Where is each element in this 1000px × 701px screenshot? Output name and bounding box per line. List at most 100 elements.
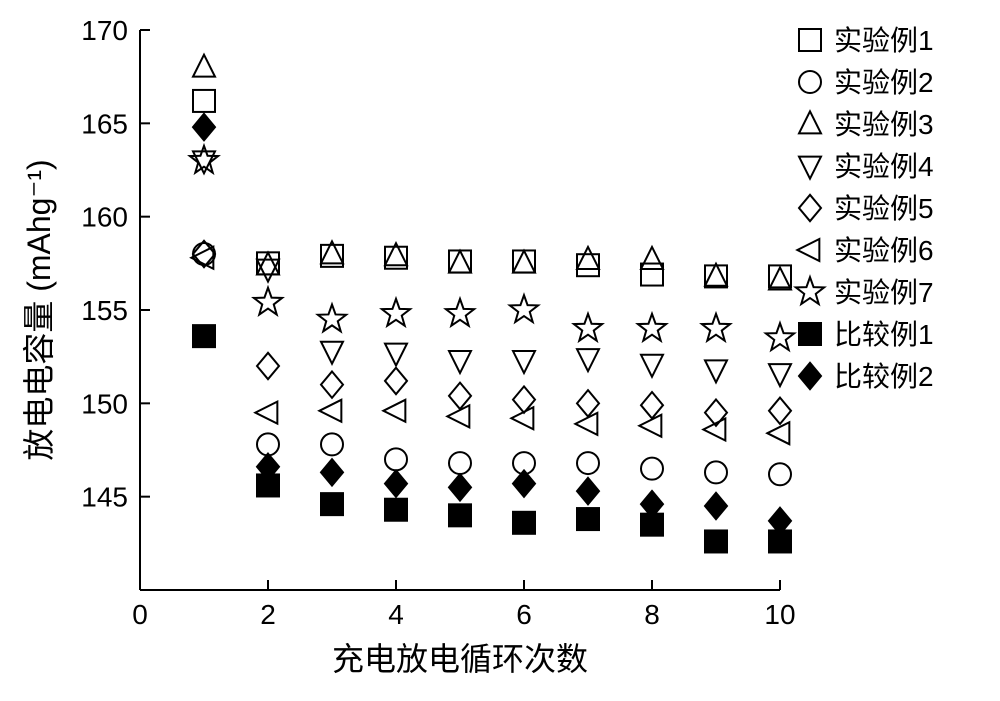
data-point	[449, 474, 471, 500]
data-point	[577, 478, 599, 504]
y-tick-label: 165	[81, 108, 128, 139]
data-point	[577, 452, 599, 474]
x-tick-label: 6	[516, 599, 532, 630]
legend-label: 实验例3	[834, 109, 934, 140]
data-point	[447, 405, 469, 427]
data-point	[577, 349, 599, 371]
data-point	[193, 325, 215, 347]
data-point	[577, 254, 599, 276]
y-tick-label: 145	[81, 482, 128, 513]
data-point	[705, 493, 727, 519]
data-point	[382, 299, 410, 326]
data-point	[575, 413, 597, 435]
data-point	[254, 288, 282, 315]
data-point	[321, 493, 343, 515]
data-point	[702, 314, 730, 341]
data-point	[193, 243, 215, 265]
data-point	[257, 353, 279, 379]
data-point	[641, 355, 663, 377]
y-tick-label: 160	[81, 202, 128, 233]
x-tick-label: 10	[764, 599, 795, 630]
data-point	[449, 383, 471, 409]
data-point	[193, 90, 215, 112]
data-point	[577, 247, 599, 269]
data-point	[318, 304, 346, 331]
legend-marker	[799, 323, 821, 345]
chart-container: { "chart": { "type": "scatter", "width_p…	[0, 0, 1000, 701]
data-point	[385, 344, 407, 366]
data-point	[705, 530, 727, 552]
data-point	[255, 402, 277, 424]
x-tick-label: 0	[132, 599, 148, 630]
data-point	[385, 499, 407, 521]
data-point	[449, 351, 471, 373]
data-point	[577, 508, 599, 530]
legend-marker	[799, 363, 821, 389]
data-point	[383, 400, 405, 422]
data-point	[449, 251, 471, 273]
data-point	[513, 512, 535, 534]
legend-marker	[799, 111, 821, 133]
data-point	[513, 351, 535, 373]
data-point	[641, 264, 663, 286]
legend-marker	[799, 71, 821, 93]
data-point	[257, 260, 279, 282]
legend-marker	[796, 277, 824, 304]
x-axis-label: 充电放电循环次数	[332, 641, 588, 677]
data-point	[446, 299, 474, 326]
legend-label: 比较例1	[834, 319, 934, 350]
data-point	[769, 364, 791, 386]
x-tick-label: 8	[644, 599, 660, 630]
data-point	[449, 452, 471, 474]
data-point	[449, 250, 471, 272]
data-point	[769, 463, 791, 485]
data-point	[385, 470, 407, 496]
data-point	[641, 247, 663, 269]
data-point	[193, 55, 215, 77]
data-point	[513, 250, 535, 272]
data-point	[321, 459, 343, 485]
y-tick-label: 150	[81, 388, 128, 419]
y-tick-label: 170	[81, 15, 128, 46]
data-point	[513, 251, 535, 273]
y-axis-label: 放电电容量 (mAhg⁻¹)	[21, 159, 57, 460]
data-point	[577, 390, 599, 416]
data-point	[257, 253, 279, 275]
data-point	[190, 146, 218, 173]
legend-marker	[799, 29, 821, 51]
legend-label: 实验例6	[834, 235, 934, 266]
data-point	[769, 398, 791, 424]
data-point	[385, 448, 407, 470]
legend-label: 实验例5	[834, 193, 934, 224]
data-point	[513, 470, 535, 496]
data-point	[641, 392, 663, 418]
x-tick-label: 2	[260, 599, 276, 630]
data-point	[641, 458, 663, 480]
data-point	[449, 504, 471, 526]
data-point	[767, 422, 789, 444]
legend-label: 实验例4	[834, 151, 934, 182]
scatter-chart: 145 150 155 160 165 170 0 2 4 6 8 10 充电放电循环次数 放电电容量 (…	[0, 0, 1000, 701]
legend-label: 实验例7	[834, 277, 934, 308]
legend-marker	[799, 157, 821, 179]
y-tick-label: 155	[81, 295, 128, 326]
data-point	[321, 371, 343, 397]
data-point	[639, 415, 661, 437]
legend-label: 实验例2	[834, 67, 934, 98]
data-point	[319, 400, 341, 422]
data-point	[321, 433, 343, 455]
legend-marker	[797, 239, 819, 261]
x-tick-label: 4	[388, 599, 404, 630]
data-point	[705, 399, 727, 425]
data-point	[257, 252, 279, 274]
data-point	[705, 360, 727, 382]
data-point	[321, 342, 343, 364]
data-point	[638, 314, 666, 341]
data-point	[510, 295, 538, 322]
data-point	[769, 267, 791, 289]
data-point	[193, 114, 215, 140]
data-point	[703, 418, 725, 440]
data-point	[766, 323, 794, 350]
data-point	[385, 368, 407, 394]
data-point	[705, 264, 727, 286]
